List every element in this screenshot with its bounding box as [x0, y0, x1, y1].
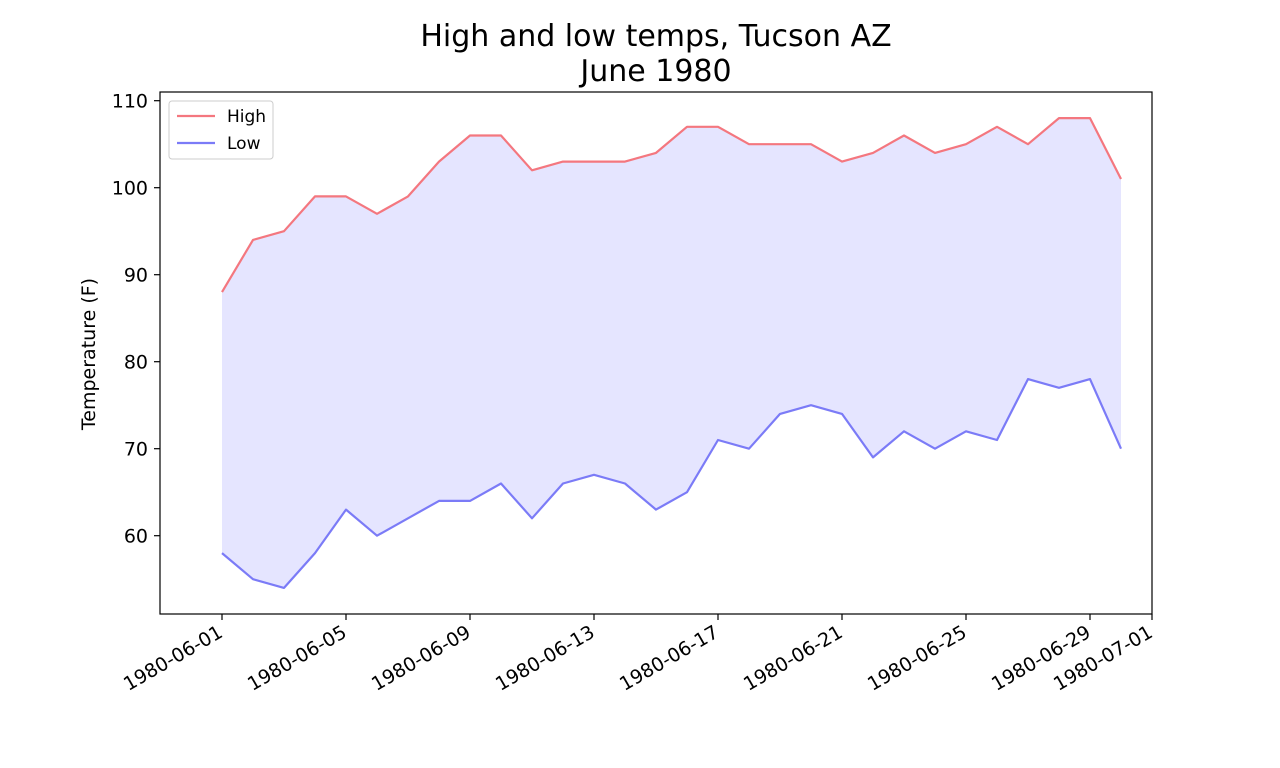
chart-title: High and low temps, Tucson AZ	[420, 19, 891, 54]
plot-layer	[221, 116, 1123, 590]
y-tick-label: 100	[112, 178, 148, 200]
chart-subtitle: June 1980	[578, 54, 731, 89]
x-tick-label: 1980-06-25	[864, 621, 971, 695]
series-line-high	[221, 116, 1122, 293]
fill-between-area	[222, 118, 1121, 588]
x-tick-label: 1980-06-05	[244, 621, 351, 695]
legend-label-high: High	[227, 107, 266, 127]
x-tick-label: 1980-06-21	[740, 621, 847, 695]
y-tick-label: 60	[124, 526, 148, 548]
legend: High Low	[168, 100, 274, 160]
x-tick-label: 1980-06-13	[492, 621, 599, 695]
y-axis-label: Temperature (F)	[78, 278, 100, 431]
legend-label-low: Low	[227, 134, 261, 154]
x-tick-label: 1980-06-01	[120, 621, 227, 695]
y-tick-label: 110	[112, 91, 148, 113]
series-line-low	[221, 378, 1123, 590]
y-tick-label: 90	[124, 265, 148, 287]
y-tick-label: 70	[124, 439, 148, 461]
x-tick-label: 1980-06-09	[368, 621, 475, 695]
plot-frame	[159, 91, 1153, 615]
x-tick-label: 1980-06-17	[616, 621, 723, 695]
y-tick-label: 80	[124, 352, 148, 374]
